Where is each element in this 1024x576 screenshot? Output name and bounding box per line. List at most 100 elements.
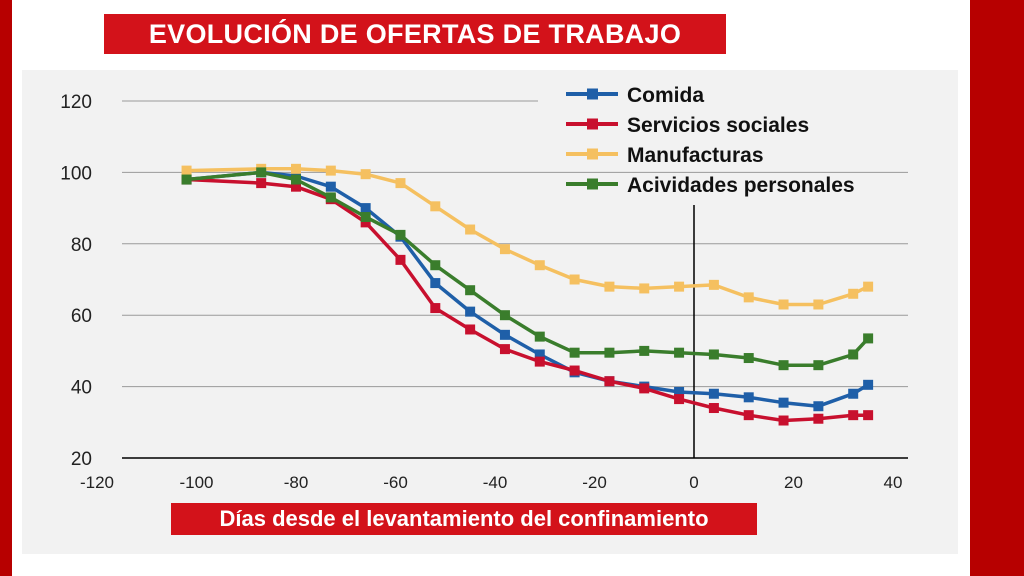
y-tick-label: 120 [60, 92, 92, 113]
data-point-acividades-personales [708, 349, 719, 360]
legend-marker-acividades-personales [587, 178, 598, 190]
data-point-servicios-sociales [778, 415, 789, 426]
data-point-acividades-personales [569, 347, 580, 358]
data-point-acividades-personales [743, 353, 754, 364]
data-point-servicios-sociales [708, 403, 719, 414]
data-point-servicios-sociales [604, 376, 615, 387]
series-line-manufacturas [186, 167, 869, 307]
data-point-servicios-sociales [291, 181, 301, 192]
data-point-manufacturas [778, 299, 789, 310]
data-point-manufacturas [813, 299, 824, 310]
data-point-comida [430, 278, 441, 289]
data-point-acividades-personales [430, 260, 441, 271]
legend-marker-manufacturas [587, 148, 598, 160]
data-point-comida [534, 349, 545, 360]
data-point-acividades-personales [813, 360, 824, 371]
x-tick-label: -60 [383, 473, 408, 492]
data-point-servicios-sociales [743, 410, 754, 421]
data-point-manufacturas [604, 281, 615, 292]
plot-area-background [22, 70, 958, 554]
x-tick-label: 0 [689, 473, 698, 492]
series-line-acividades-personales [186, 170, 870, 367]
data-point-servicios-sociales [395, 254, 406, 265]
data-point-acividades-personales [291, 174, 301, 185]
data-point-manufacturas [743, 292, 754, 303]
data-point-comida [325, 181, 336, 192]
data-point-manufacturas [534, 260, 545, 271]
data-point-acividades-personales [604, 347, 615, 358]
data-point-servicios-sociales [863, 410, 874, 421]
data-point-acividades-personales [256, 167, 267, 178]
data-point-manufacturas [395, 178, 406, 189]
legend-label: Manufacturas [627, 144, 764, 167]
data-point-comida [708, 388, 719, 399]
data-point-manufacturas [430, 201, 441, 212]
data-point-manufacturas [639, 283, 650, 294]
data-point-acividades-personales [465, 285, 476, 296]
data-point-manufacturas [360, 169, 371, 180]
data-point-comida [813, 401, 824, 412]
legend-label: Comida [627, 84, 704, 107]
y-tick-label: 80 [71, 235, 92, 256]
y-tick-label: 100 [60, 163, 92, 184]
data-point-servicios-sociales [499, 344, 510, 355]
y-tick-label: 40 [71, 378, 92, 399]
data-point-servicios-sociales [430, 303, 441, 314]
data-point-servicios-sociales [465, 324, 476, 335]
series-line-servicios-sociales [186, 177, 869, 423]
data-point-acividades-personales [778, 360, 789, 371]
x-tick-label: -120 [80, 473, 114, 492]
data-point-manufacturas [708, 279, 719, 290]
data-point-manufacturas [863, 281, 874, 292]
data-point-servicios-sociales [534, 356, 545, 367]
data-point-manufacturas [848, 288, 859, 299]
data-point-servicios-sociales [569, 365, 580, 376]
data-point-manufacturas [569, 274, 580, 285]
data-point-comida [360, 203, 371, 214]
data-point-servicios-sociales [360, 217, 371, 228]
x-tick-label: -20 [582, 473, 607, 492]
data-point-manufacturas [181, 165, 192, 176]
data-point-comida [499, 329, 510, 340]
chart-title: EVOLUCIÓN DE OFERTAS DE TRABAJO [104, 14, 726, 54]
x-tick-label: -80 [284, 473, 309, 492]
legend-marker-comida [587, 88, 598, 100]
data-point-comida [863, 379, 874, 390]
data-point-comida [465, 306, 476, 317]
x-axis-label: Días desde el levantamiento del confinam… [171, 503, 757, 535]
legend-marker-servicios-sociales [587, 118, 598, 130]
chart-panel [12, 0, 970, 576]
data-point-acividades-personales [499, 310, 510, 321]
data-point-manufacturas [674, 281, 685, 292]
x-tick-label: 40 [884, 473, 903, 492]
data-point-manufacturas [325, 165, 336, 176]
data-point-acividades-personales [395, 229, 406, 240]
data-point-manufacturas [465, 224, 476, 235]
data-point-acividades-personales [848, 349, 859, 360]
data-point-servicios-sociales [639, 383, 650, 394]
data-point-comida [674, 386, 685, 397]
legend-label: Acividades personales [627, 174, 855, 197]
series-line-comida [186, 170, 869, 408]
x-tick-label: -40 [483, 473, 508, 492]
data-point-comida [743, 392, 754, 403]
x-tick-label: 20 [784, 473, 803, 492]
data-point-servicios-sociales [674, 394, 685, 405]
data-point-acividades-personales [534, 331, 545, 342]
data-point-manufacturas [291, 163, 301, 174]
data-point-acividades-personales [181, 174, 192, 185]
data-point-comida [778, 397, 789, 408]
y-tick-label: 60 [71, 306, 92, 327]
legend-label: Servicios sociales [627, 114, 809, 137]
data-point-manufacturas [499, 244, 510, 255]
x-tick-label: -100 [179, 473, 213, 492]
y-tick-label: 20 [71, 449, 92, 470]
data-point-acividades-personales [639, 345, 650, 356]
data-point-servicios-sociales [848, 410, 859, 421]
data-point-acividades-personales [674, 347, 685, 358]
data-point-acividades-personales [863, 333, 874, 344]
data-point-servicios-sociales [813, 413, 824, 424]
data-point-acividades-personales [360, 212, 371, 223]
data-point-acividades-personales [325, 192, 336, 203]
